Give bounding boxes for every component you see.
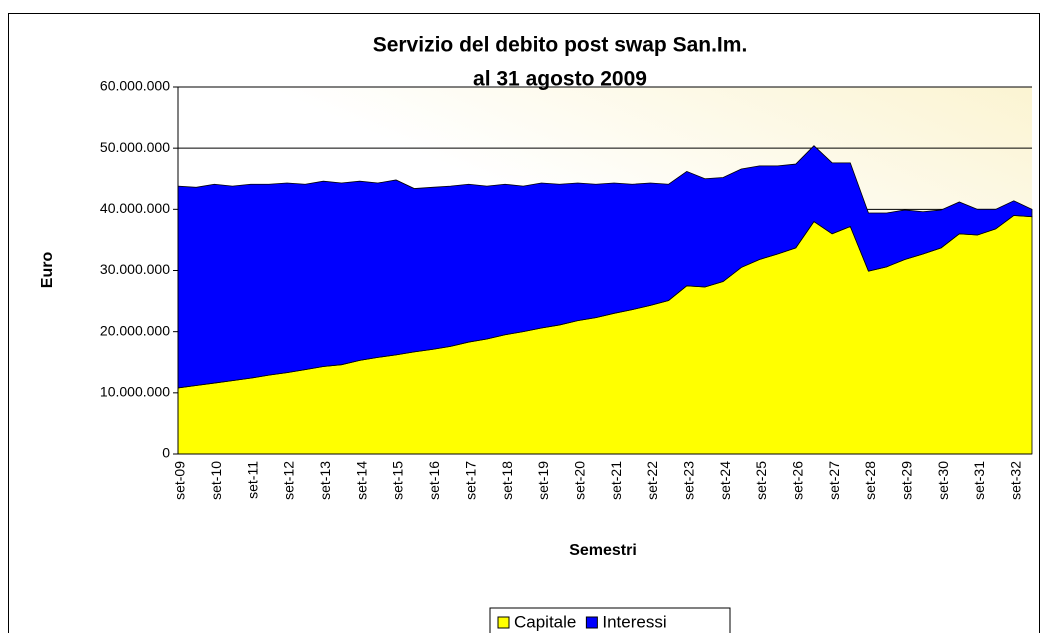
legend-label: Interessi <box>602 612 666 631</box>
x-tick-label: set-24 <box>717 461 733 500</box>
x-tick-label: set-23 <box>680 461 696 500</box>
chart-title: al 31 agosto 2009 <box>473 68 647 91</box>
x-tick-label: set-14 <box>353 461 369 500</box>
x-tick-label: set-18 <box>499 461 515 500</box>
x-tick-label: set-09 <box>172 461 188 500</box>
y-tick-label: 20.000.000 <box>100 322 170 338</box>
legend-swatch <box>585 616 598 629</box>
area <box>177 145 1033 389</box>
x-tick-label: set-32 <box>1008 461 1024 500</box>
x-tick-label: set-10 <box>208 461 224 500</box>
y-tick-label: 30.000.000 <box>100 261 170 277</box>
x-tick-label: set-28 <box>862 461 878 500</box>
x-axis-label: Semestri <box>569 542 637 559</box>
x-tick-label: set-15 <box>390 461 406 500</box>
x-tick-label: set-26 <box>789 461 805 500</box>
legend-swatch <box>497 616 510 629</box>
y-tick-label: 0 <box>162 445 170 461</box>
y-axis-label: Euro <box>39 252 56 289</box>
x-tick-label: set-16 <box>426 461 442 500</box>
x-tick-label: set-27 <box>826 461 842 500</box>
x-tick-label: set-31 <box>971 461 987 500</box>
x-tick-label: set-20 <box>571 461 587 500</box>
y-tick-label: 40.000.000 <box>100 200 170 216</box>
legend-label: Capitale <box>514 612 576 631</box>
x-tick-label: set-19 <box>535 461 551 500</box>
x-tick-label: set-25 <box>753 461 769 500</box>
chart-title: Servizio del debito post swap San.Im. <box>373 34 748 57</box>
x-tick-label: set-12 <box>281 461 297 500</box>
x-tick-label: set-29 <box>899 461 915 500</box>
x-tick-label: set-30 <box>935 461 951 500</box>
x-tick-label: set-21 <box>608 461 624 500</box>
y-tick-label: 10.000.000 <box>100 384 170 400</box>
legend-box <box>489 607 731 633</box>
x-tick-label: set-11 <box>244 461 260 499</box>
x-tick-label: set-17 <box>462 461 478 500</box>
x-tick-label: set-22 <box>644 461 660 500</box>
x-tick-label: set-13 <box>317 461 333 500</box>
y-tick-label: 60.000.000 <box>100 78 170 94</box>
y-tick-label: 50.000.000 <box>100 139 170 155</box>
